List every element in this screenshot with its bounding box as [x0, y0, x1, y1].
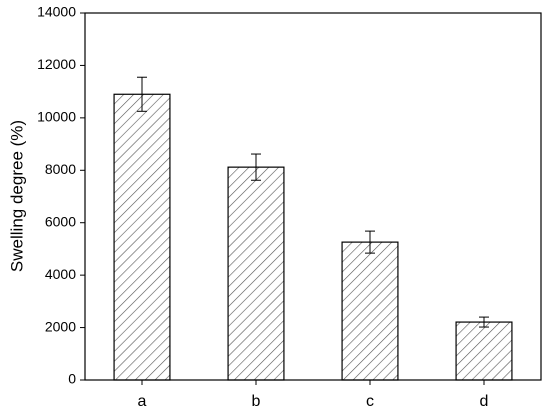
x-tick-label: a [138, 393, 147, 410]
plot-frame [84, 12, 542, 381]
y-tick-label: 10000 [37, 109, 76, 125]
y-tick-label: 12000 [37, 56, 76, 72]
error-bar [479, 316, 489, 328]
x-tick-label: d [480, 393, 489, 410]
y-tick-label: 14000 [37, 4, 76, 20]
y-axis-label: Swelling degree (%) [7, 120, 26, 272]
y-tick-label: 8000 [45, 161, 76, 177]
bar [455, 321, 513, 381]
y-tick-label: 2000 [45, 318, 76, 334]
error-bar [251, 153, 261, 181]
y-tick-label: 0 [68, 371, 76, 387]
x-tick-label: b [252, 393, 261, 410]
y-tick-label: 4000 [45, 266, 76, 282]
y-tick-label: 6000 [45, 213, 76, 229]
error-bar [137, 76, 147, 112]
bar [113, 93, 171, 381]
bar [341, 241, 399, 381]
x-tick-label: c [366, 393, 374, 410]
bar [227, 166, 285, 381]
error-bar [365, 230, 375, 254]
